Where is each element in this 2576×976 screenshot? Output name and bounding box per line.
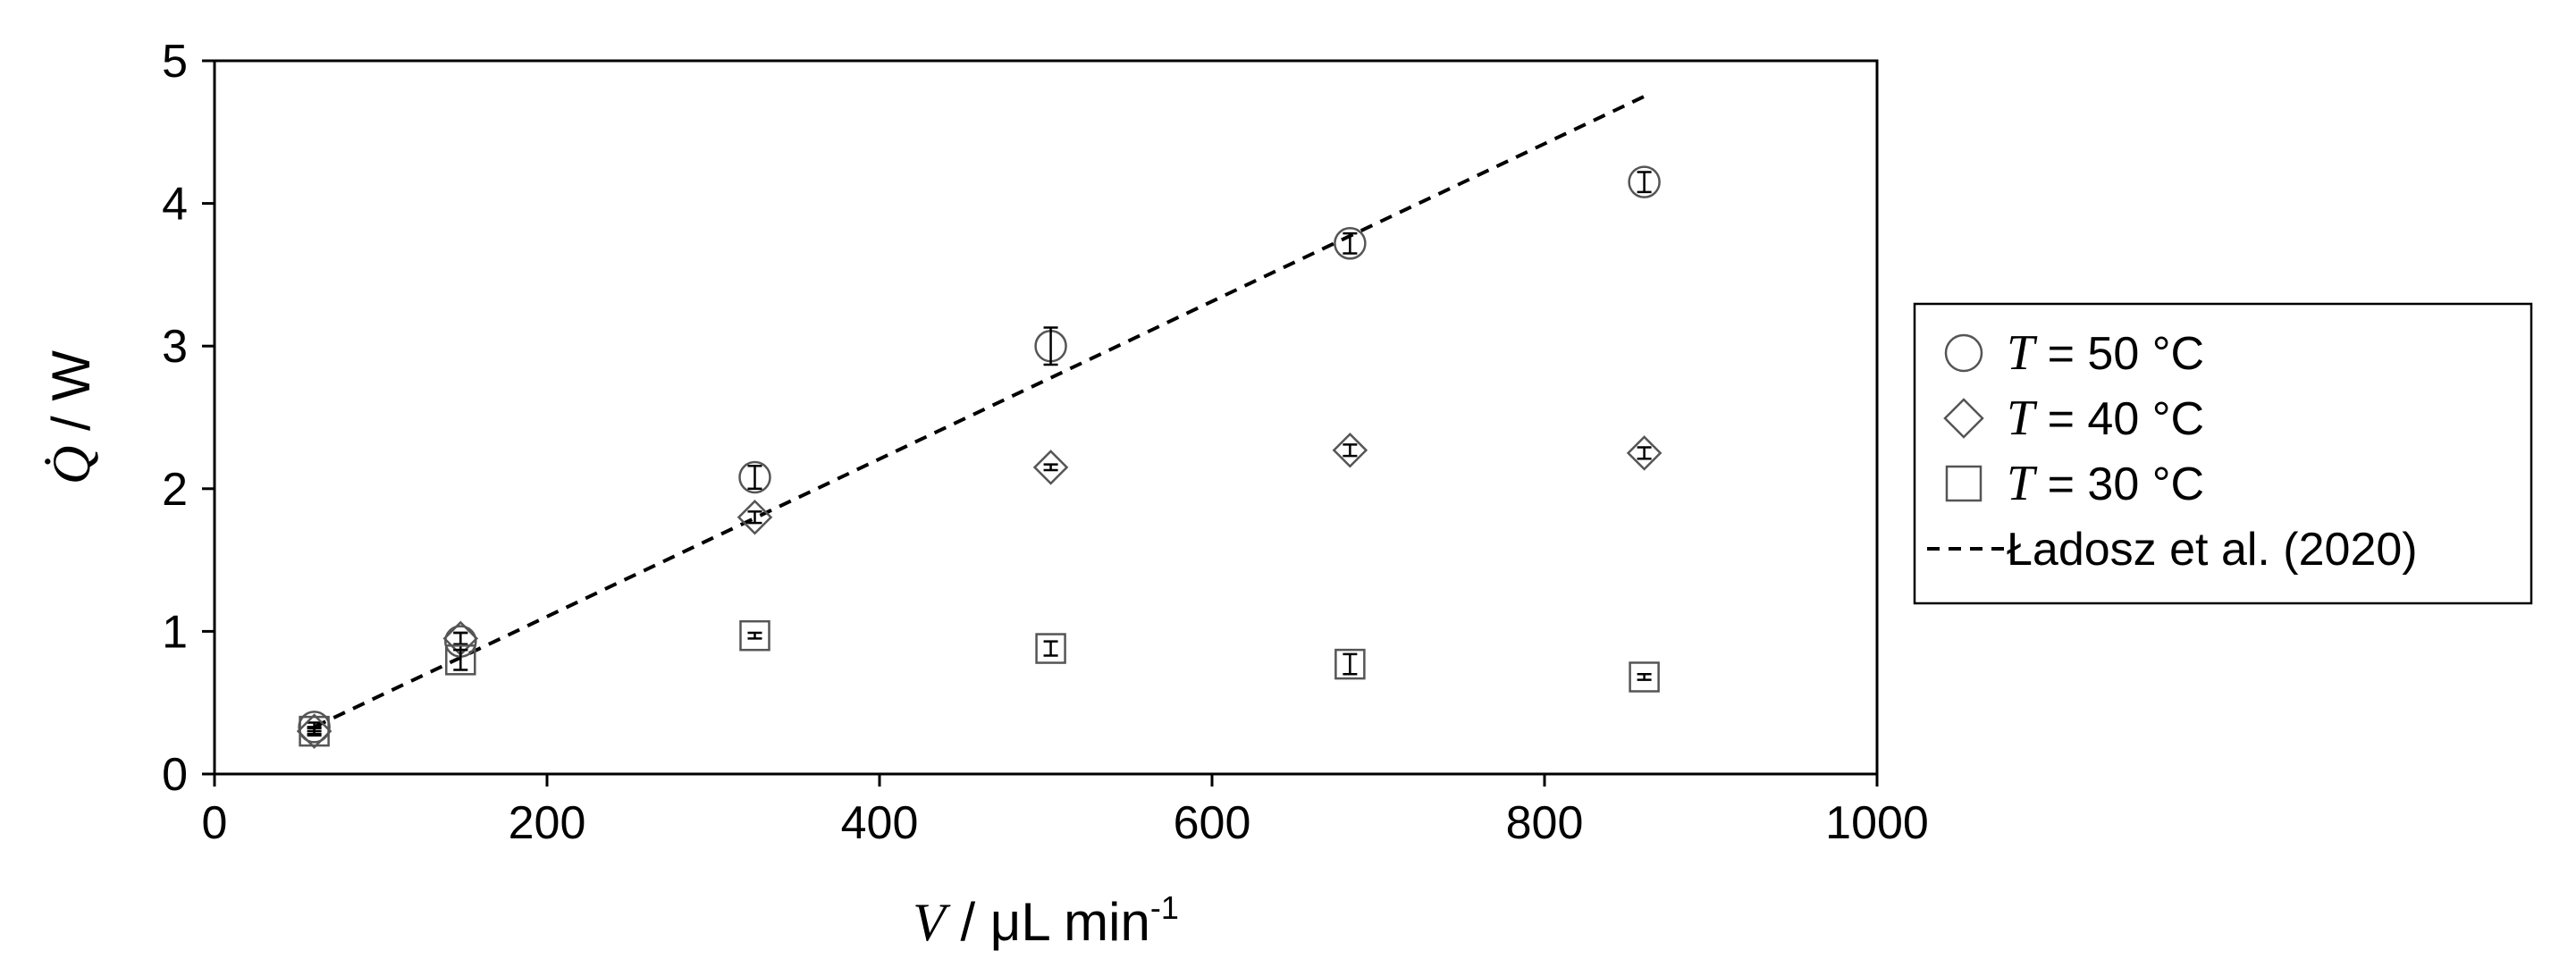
y-axis-variable: Q̇ [42,446,101,484]
y-axis-unit: / W [41,350,101,446]
x-tick-label: 800 [1506,797,1584,849]
x-axis: 0 200 400 600 800 1000 [202,774,1929,849]
series-diamond [296,432,1663,749]
data-point-diamond [1332,432,1368,468]
data-point-square [1334,648,1366,680]
legend-label: T = 50 °C [2007,325,2204,381]
data-point-circle [738,460,771,494]
x-axis-unit-exponent: -1 [1150,889,1179,926]
y-tick-label: 4 [162,179,188,231]
data-point-square [299,715,330,747]
x-tick-label: 400 [841,797,919,849]
legend-label: T = 40 °C [2007,391,2204,446]
legend-value: = 40 °C [2034,393,2204,445]
plot-area [213,59,1879,776]
legend-variable: T [2007,391,2038,446]
x-tick-label: 200 [509,797,586,849]
data-point-circle [1334,227,1367,260]
legend-symbol-square [1945,465,1983,502]
y-tick-label: 2 [162,464,188,516]
data-point-square [1629,661,1660,693]
data-point-square [1035,633,1066,664]
y-tick-label: 5 [162,36,188,88]
x-tick-label: 0 [202,797,228,849]
data-point-circle [1628,165,1661,198]
data-point-diamond [296,713,333,749]
y-tick-label: 0 [162,749,188,801]
legend-item-diamond: T = 40 °C [1943,391,2204,446]
y-axis-title: Q̇ / W [41,350,101,484]
legend-value: = 30 °C [2034,459,2204,510]
data-point-diamond [1626,435,1663,471]
legend-symbol-diamond [1943,398,1984,439]
data-point-diamond [1032,450,1069,485]
reference-line-ladosz-2020 [313,95,1646,729]
legend-item-reference: Ładosz et al. (2020) [1927,524,2418,576]
legend-box [1913,302,2533,605]
series-circle [298,165,1661,744]
legend-symbol-circle [1944,333,1983,373]
x-tick-label: 600 [1174,797,1251,849]
y-tick-label: 1 [162,606,188,658]
data-series-layer [296,165,1663,749]
x-axis-title: V / μL min-1 [913,889,1179,952]
legend-label: T = 30 °C [2007,456,2204,511]
legend-item-square: T = 30 °C [1945,456,2204,511]
x-axis-unit: / μL min [946,892,1150,952]
legend-item-circle: T = 50 °C [1944,325,2204,381]
legend-variable: T [2007,325,2038,381]
y-tick-label: 3 [162,321,188,373]
legend-variable: T [2007,456,2038,511]
reference-line-layer [313,95,1646,729]
data-point-square [739,619,770,652]
y-axis: 0 1 2 3 4 5 [162,36,215,801]
legend-value: = 50 °C [2034,328,2204,380]
x-tick-label: 1000 [1825,797,1929,849]
legend-label: Ładosz et al. (2020) [2007,524,2418,576]
x-axis-variable: V [913,893,951,952]
series-square [299,619,1660,747]
data-point-square [445,644,476,676]
data-point-diamond [737,499,773,535]
